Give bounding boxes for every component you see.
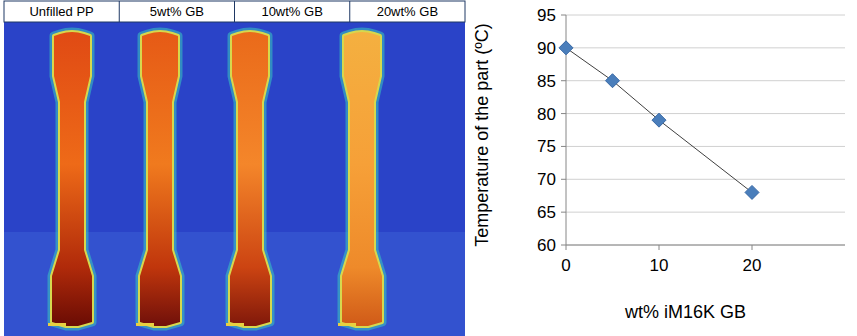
y-tick	[561, 80, 566, 81]
sprue	[226, 323, 244, 326]
y-tick-label: 80	[537, 105, 556, 124]
sprue	[48, 323, 66, 326]
x-tick	[752, 245, 753, 250]
grid-line	[566, 245, 845, 246]
header-bar	[4, 1, 465, 22]
data-point	[745, 185, 759, 199]
header-divider	[349, 1, 350, 22]
marks	[559, 41, 759, 200]
page: Unfilled PP 5wt% GB 10wt% GB 20wt% GB 60 65 70…	[0, 0, 857, 336]
x-tick-label: 20	[743, 256, 762, 275]
image-label: 5wt% GB	[150, 4, 204, 19]
specimen	[230, 32, 270, 326]
glow-inner	[52, 32, 92, 326]
sprue	[338, 323, 356, 326]
grid-line	[566, 212, 845, 213]
glow-outer	[230, 32, 270, 326]
x-tick	[659, 245, 660, 250]
y-tick-label: 75	[537, 137, 556, 156]
series-line	[566, 48, 752, 193]
y-tick-label: 85	[537, 72, 556, 91]
y-tick-label: 90	[537, 39, 556, 58]
x-tick-label: 10	[650, 256, 669, 275]
specimen	[342, 32, 382, 326]
y-tick-label: 70	[537, 170, 556, 189]
y-tick-label: 65	[537, 203, 556, 222]
x-tick	[566, 245, 567, 250]
glow-outer	[342, 32, 382, 326]
glow-outer	[140, 32, 180, 326]
y-tick	[561, 113, 566, 114]
grid-line	[566, 47, 845, 48]
glow-outer	[52, 32, 92, 326]
y-tick	[561, 15, 566, 16]
grid-line	[566, 146, 845, 147]
image-label: Unfilled PP	[29, 4, 93, 19]
grid-line	[566, 15, 845, 16]
data-point	[606, 74, 620, 88]
sprue	[136, 323, 154, 326]
y-tick-label: 60	[537, 236, 556, 255]
y-tick-label: 95	[537, 6, 556, 25]
y-tick	[561, 245, 566, 246]
image-label: 20wt% GB	[377, 4, 438, 19]
glow-inner	[230, 32, 270, 326]
header-divider	[119, 1, 120, 22]
image-label: 10wt% GB	[261, 4, 322, 19]
grid-line	[566, 179, 845, 180]
x-axis	[566, 245, 845, 246]
grid-line	[566, 113, 845, 114]
y-tick	[561, 179, 566, 180]
specimen	[52, 32, 92, 326]
data-point	[652, 113, 666, 127]
x-tick-label: 0	[561, 256, 570, 275]
specimen	[140, 32, 180, 326]
glow-inner	[342, 32, 382, 326]
data-point	[559, 41, 573, 55]
thermal-background	[4, 22, 465, 336]
y-axis-title: Temperature of the part (ºC)	[472, 23, 492, 247]
y-tick	[561, 146, 566, 147]
x-axis-title: wt% iM16K GB	[624, 302, 746, 322]
glow-inner	[140, 32, 180, 326]
y-tick	[561, 212, 566, 213]
header-divider	[234, 1, 235, 22]
